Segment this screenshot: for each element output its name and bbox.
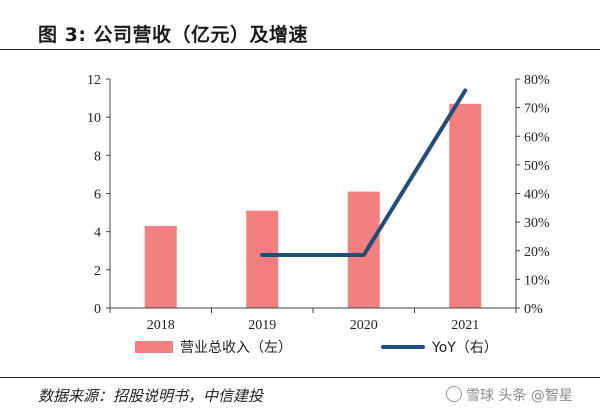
x-tick-label: 2020	[350, 318, 378, 333]
title-bar: 图 3: 公司营收（亿元）及增速	[0, 0, 600, 50]
snowball-icon	[446, 386, 462, 402]
y-left-tick-label: 4	[94, 226, 101, 241]
yoy-point	[260, 253, 264, 257]
y-right-tick-label: 40%	[524, 188, 550, 203]
y-left-tick-label: 12	[87, 73, 101, 88]
x-tick-label: 2021	[451, 318, 479, 333]
watermark: 雪球 头条 @智星	[446, 385, 573, 405]
legend-swatch-bar	[135, 341, 173, 353]
y-right-tick-label: 70%	[524, 102, 550, 117]
bar-2021	[449, 103, 482, 308]
x-tick-label: 2019	[248, 318, 276, 333]
y-right-tick-label: 20%	[524, 245, 550, 260]
y-left-tick-label: 8	[94, 149, 101, 164]
y-left-tick-label: 0	[94, 302, 101, 317]
source-note: 数据来源：招股说明书，中信建投	[38, 387, 264, 405]
y-right-tick-label: 80%	[524, 73, 550, 88]
y-left-tick-label: 2	[94, 264, 101, 279]
bar-2018	[144, 225, 177, 308]
bar-2019	[246, 210, 279, 308]
x-tick-label: 2018	[147, 318, 175, 333]
y-right-tick-label: 60%	[524, 130, 550, 145]
y-right-tick-label: 30%	[524, 216, 550, 231]
footer-divider	[0, 377, 600, 378]
chart-title: 图 3: 公司营收（亿元）及增速	[38, 24, 309, 46]
y-left-tick-label: 10	[87, 111, 101, 126]
yoy-point	[463, 88, 467, 92]
y-right-tick-label: 10%	[524, 273, 550, 288]
bar-2020	[347, 191, 380, 308]
y-right-tick-label: 0%	[524, 302, 543, 317]
yoy-point	[362, 253, 366, 257]
watermark-text: 雪球 头条 @智星	[466, 388, 573, 404]
legend-label-line: YoY（右）	[431, 340, 498, 356]
y-right-tick-label: 50%	[524, 159, 550, 174]
y-left-tick-label: 6	[94, 188, 101, 203]
chart: 0 2 4 6 8 10 12 0% 10% 20% 30% 40% 50% 60% 70% 80% 2018 2…	[87, 73, 550, 356]
legend-label-bar: 营业总收入（左）	[180, 340, 292, 356]
